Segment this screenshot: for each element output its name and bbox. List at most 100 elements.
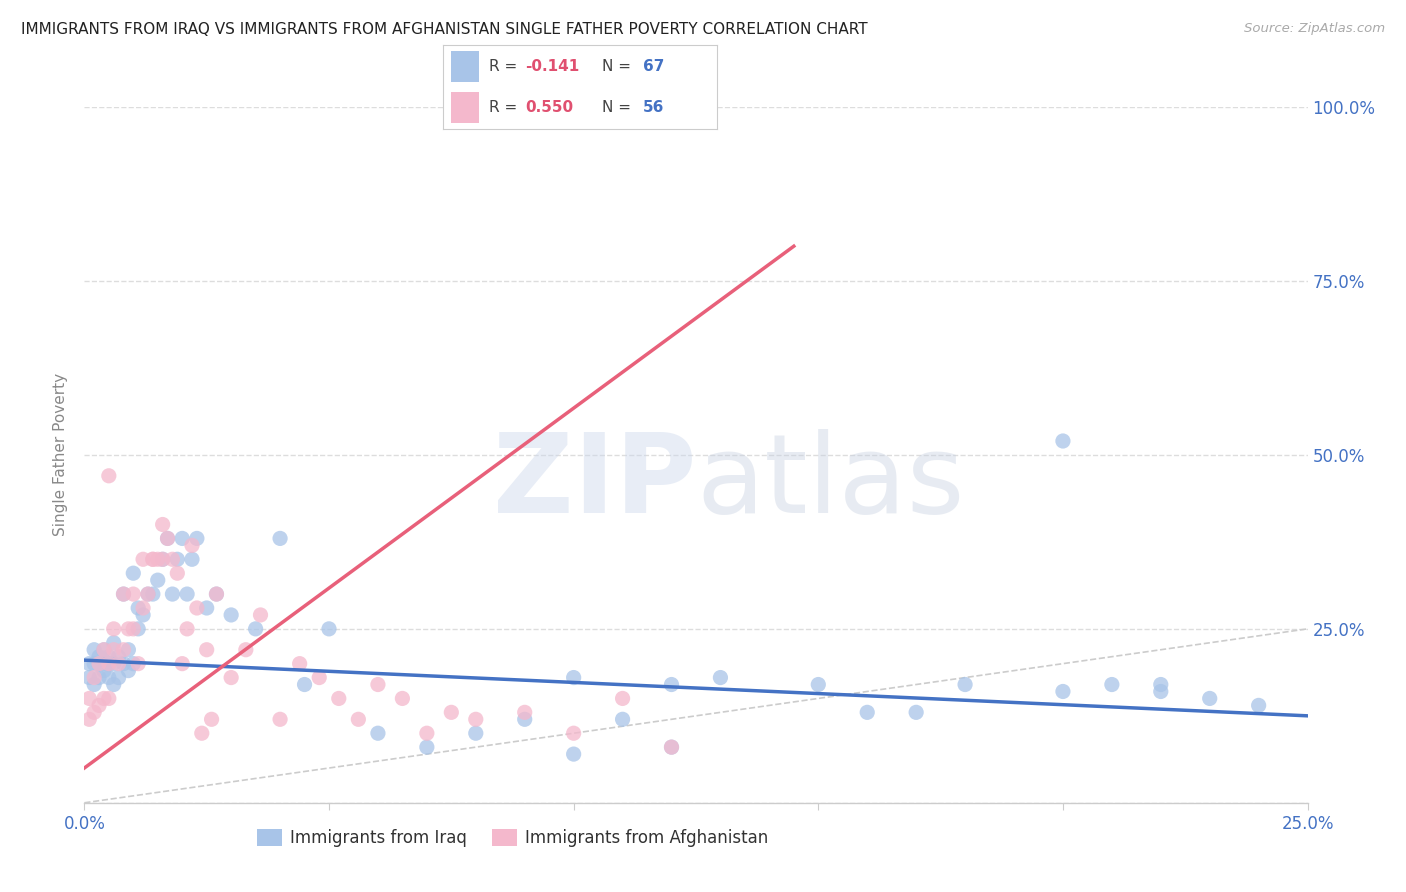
Point [136, 587, 159, 601]
Point [117, 642, 139, 657]
Point [146, 552, 169, 566]
Point [235, 642, 257, 657]
Point [195, 642, 218, 657]
Point [112, 587, 135, 601]
Point [1052, 434, 1074, 448]
Point [176, 587, 198, 601]
Point [156, 532, 179, 546]
Text: 67: 67 [643, 59, 665, 74]
Point [87, 671, 110, 685]
Point [612, 712, 634, 726]
Text: 56: 56 [643, 100, 665, 115]
Point [127, 622, 149, 636]
Point [186, 601, 208, 615]
Point [83, 642, 105, 657]
Point [112, 642, 135, 657]
Point [191, 726, 214, 740]
Point [856, 706, 879, 720]
Point [97, 649, 120, 664]
Point [172, 532, 194, 546]
Point [83, 706, 105, 720]
Point [103, 636, 125, 650]
Point [112, 587, 135, 601]
Point [807, 677, 830, 691]
Point [122, 566, 145, 581]
Point [205, 587, 228, 601]
Point [87, 649, 110, 664]
Point [93, 664, 115, 678]
Point [122, 587, 145, 601]
Point [97, 657, 120, 671]
Point [562, 671, 585, 685]
Point [181, 538, 204, 552]
Point [132, 601, 155, 615]
Point [294, 677, 316, 691]
Point [77, 691, 100, 706]
FancyBboxPatch shape [451, 52, 478, 82]
Point [905, 706, 928, 720]
Text: IMMIGRANTS FROM IRAQ VS IMMIGRANTS FROM AFGHANISTAN SINGLE FATHER POVERTY CORREL: IMMIGRANTS FROM IRAQ VS IMMIGRANTS FROM … [21, 22, 868, 37]
Point [328, 691, 350, 706]
Point [661, 740, 683, 755]
Y-axis label: Single Father Poverty: Single Father Poverty [53, 374, 69, 536]
Point [661, 740, 683, 755]
Point [117, 622, 139, 636]
Point [127, 601, 149, 615]
Point [166, 566, 188, 581]
Point [87, 698, 110, 713]
Point [953, 677, 976, 691]
Point [103, 657, 125, 671]
Point [162, 587, 184, 601]
Point [77, 657, 100, 671]
Point [146, 573, 169, 587]
Point [142, 552, 165, 566]
Point [142, 552, 165, 566]
Point [186, 532, 208, 546]
Point [318, 622, 340, 636]
Point [132, 607, 155, 622]
Point [249, 607, 271, 622]
Point [97, 691, 120, 706]
Point [93, 642, 115, 657]
Point [513, 706, 536, 720]
Point [181, 552, 204, 566]
Point [87, 657, 110, 671]
Point [107, 649, 129, 664]
Point [87, 657, 110, 671]
Point [367, 677, 389, 691]
Point [97, 657, 120, 671]
Text: R =: R = [489, 100, 523, 115]
Point [77, 671, 100, 685]
Point [152, 552, 174, 566]
Point [245, 622, 267, 636]
Point [112, 657, 135, 671]
Point [83, 671, 105, 685]
Point [347, 712, 370, 726]
Point [103, 622, 125, 636]
Point [93, 642, 115, 657]
Text: N =: N = [602, 59, 636, 74]
Point [152, 517, 174, 532]
Point [709, 671, 731, 685]
Point [83, 677, 105, 691]
Point [288, 657, 311, 671]
Point [562, 726, 585, 740]
Text: R =: R = [489, 59, 523, 74]
Point [1150, 677, 1173, 691]
Point [1247, 698, 1270, 713]
Point [612, 691, 634, 706]
Point [416, 726, 439, 740]
Point [122, 622, 145, 636]
Point [166, 552, 188, 566]
Point [200, 712, 222, 726]
Point [127, 657, 149, 671]
Point [107, 671, 129, 685]
Point [142, 587, 165, 601]
Point [661, 677, 683, 691]
Point [93, 691, 115, 706]
Point [308, 671, 330, 685]
Text: N =: N = [602, 100, 636, 115]
Point [367, 726, 389, 740]
Text: -0.141: -0.141 [526, 59, 579, 74]
Point [103, 677, 125, 691]
